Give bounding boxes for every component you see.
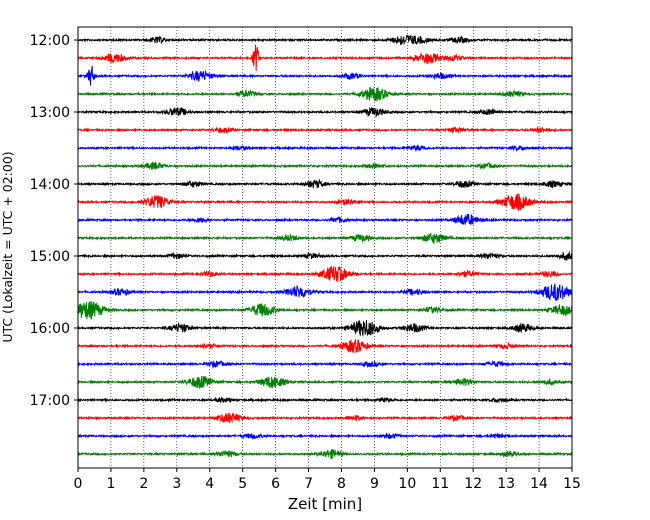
- seismic-traces: [77, 34, 573, 460]
- y-tick-label-4: 16:00: [30, 321, 70, 337]
- trace-1645: [77, 375, 573, 390]
- x-tick-label-9: 9: [370, 476, 379, 492]
- trace-1345: [77, 161, 573, 170]
- y-tick-label-2: 14:00: [30, 177, 70, 193]
- trace-1600: [77, 320, 573, 337]
- trace-1730: [77, 432, 573, 440]
- trace-1615: [77, 339, 573, 354]
- trace-1430: [77, 213, 573, 226]
- y-axis-ticks: 12:00 13:00 14:00 15:00 16:00 17:00: [30, 33, 78, 409]
- trace-1315: [77, 126, 573, 134]
- x-tick-label-10: 10: [398, 476, 416, 492]
- trace-1330: [77, 144, 573, 153]
- x-tick-label-2: 2: [139, 476, 148, 492]
- trace-1300: [77, 106, 573, 118]
- x-tick-label-14: 14: [530, 476, 548, 492]
- y-tick-label-0: 12:00: [30, 33, 70, 49]
- x-tick-label-12: 12: [464, 476, 482, 492]
- plot-frame: [77, 26, 573, 469]
- trace-1515: [77, 266, 573, 282]
- x-tick-label-6: 6: [271, 476, 280, 492]
- x-tick-label-1: 1: [106, 476, 115, 492]
- x-tick-label-11: 11: [431, 476, 449, 492]
- trace-1400: [77, 178, 573, 189]
- trace-1745: [77, 449, 573, 460]
- trace-1215: [77, 44, 573, 71]
- x-tick-label-3: 3: [172, 476, 181, 492]
- trace-1500: [77, 250, 573, 262]
- trace-1545: [77, 301, 573, 320]
- y-tick-label-1: 13:00: [30, 105, 70, 121]
- trace-1715: [77, 412, 573, 424]
- trace-1530: [77, 282, 573, 302]
- y-tick-label-5: 17:00: [30, 393, 70, 409]
- x-tick-label-15: 15: [563, 476, 581, 492]
- trace-1630: [77, 359, 573, 369]
- x-tick-label-8: 8: [337, 476, 346, 492]
- x-tick-label-7: 7: [304, 476, 313, 492]
- x-tick-label-0: 0: [74, 476, 83, 492]
- y-axis-label: UTC (Lokalzeit = UTC + 02:00): [0, 151, 15, 342]
- trace-1230: [77, 65, 573, 86]
- x-axis-label: Zeit [min]: [288, 495, 362, 513]
- trace-1700: [77, 396, 573, 404]
- x-axis-ticks: 0 1 2 3 4 5 6 7 8 9 10 11 12 13 14 15: [74, 468, 581, 492]
- trace-1445: [77, 232, 573, 244]
- x-tick-label-5: 5: [238, 476, 247, 492]
- trace-1415: [77, 193, 573, 211]
- trace-1245: [77, 87, 573, 102]
- y-tick-label-3: 15:00: [30, 249, 70, 265]
- x-tick-label-13: 13: [497, 476, 515, 492]
- trace-1200: [77, 34, 573, 46]
- x-tick-label-4: 4: [205, 476, 214, 492]
